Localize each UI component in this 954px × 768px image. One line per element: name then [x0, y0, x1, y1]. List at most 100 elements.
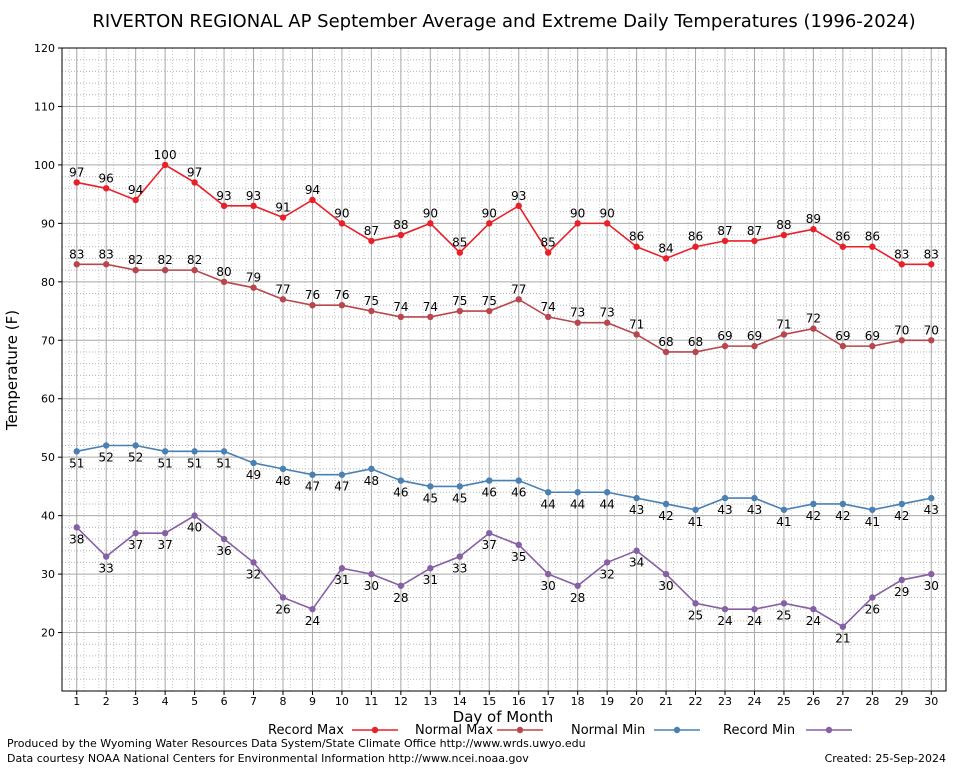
y-tick-label: 90	[41, 217, 55, 230]
data-label: 69	[835, 329, 850, 343]
legend: Record Max Normal Max Normal Min Record Min	[268, 723, 852, 738]
data-point	[73, 524, 80, 531]
data-label: 86	[835, 230, 850, 244]
data-label: 42	[894, 509, 909, 523]
data-label: 24	[717, 614, 732, 628]
data-label: 93	[216, 189, 231, 203]
data-label: 41	[776, 515, 791, 529]
footer-produced-by: Produced by the Wyoming Water Resources …	[7, 737, 586, 750]
data-label: 73	[570, 306, 585, 320]
data-label: 96	[99, 171, 114, 185]
data-label: 35	[511, 550, 526, 564]
data-point	[191, 512, 198, 519]
data-label: 25	[776, 608, 791, 622]
series-line	[76, 163, 932, 266]
data-label: 38	[69, 532, 84, 546]
data-label: 42	[806, 509, 821, 523]
data-label: 32	[246, 567, 261, 581]
x-tick-label: 2	[103, 695, 110, 708]
x-tick-label: 8	[280, 695, 287, 708]
data-point	[692, 506, 699, 513]
data-point	[486, 307, 493, 315]
data-point	[220, 448, 228, 455]
data-label: 40	[187, 521, 202, 535]
data-point	[515, 477, 522, 484]
data-point	[73, 261, 80, 268]
y-tick-label: 110	[34, 100, 55, 113]
data-point	[869, 506, 876, 513]
data-point	[574, 220, 581, 227]
data-point	[486, 220, 493, 227]
x-tick-label: 30	[924, 695, 938, 708]
data-label: 30	[541, 579, 556, 593]
data-point	[427, 483, 434, 490]
data-label: 37	[482, 538, 497, 552]
data-label: 90	[482, 206, 497, 220]
x-tick-label: 19	[600, 695, 614, 708]
data-point	[721, 605, 729, 613]
data-point	[869, 342, 876, 350]
data-point	[486, 477, 493, 484]
data-point	[250, 559, 257, 566]
data-point	[603, 220, 611, 227]
data-point	[338, 220, 346, 227]
data-point	[603, 559, 611, 566]
x-tick-label: 4	[162, 695, 169, 708]
data-label: 32	[599, 567, 614, 581]
data-point	[603, 489, 611, 496]
legend-label: Normal Max	[415, 723, 493, 738]
data-label: 83	[69, 247, 84, 261]
data-label: 77	[511, 282, 526, 296]
data-point	[279, 465, 287, 473]
data-label: 94	[305, 183, 320, 197]
legend-marker	[673, 726, 681, 734]
data-label: 46	[482, 486, 497, 500]
data-point	[898, 576, 905, 584]
data-point	[309, 605, 316, 613]
data-point	[810, 500, 817, 508]
x-tick-label: 12	[394, 695, 408, 708]
data-point	[780, 231, 788, 239]
data-point	[545, 313, 552, 321]
data-point	[515, 296, 522, 303]
footer-data-courtesy: Data courtesy NOAA National Centers for …	[7, 752, 529, 765]
y-tick-label: 50	[41, 451, 55, 464]
data-label: 82	[128, 253, 143, 267]
data-label: 93	[511, 189, 526, 203]
data-point	[250, 284, 257, 291]
data-label: 29	[894, 585, 909, 599]
data-label: 89	[806, 212, 821, 226]
data-point	[780, 506, 788, 513]
data-label: 85	[452, 236, 467, 250]
data-point	[73, 179, 80, 186]
data-point	[309, 471, 316, 478]
data-point	[191, 266, 198, 274]
data-point	[103, 185, 110, 192]
data-label: 49	[246, 468, 261, 482]
data-label: 28	[570, 591, 585, 605]
data-point	[456, 249, 463, 256]
data-point	[662, 348, 670, 356]
data-label: 69	[717, 329, 732, 343]
data-point	[751, 237, 758, 245]
data-point	[721, 494, 729, 502]
data-label: 37	[157, 538, 172, 552]
legend-marker	[825, 726, 833, 734]
data-label: 25	[688, 608, 703, 622]
data-label: 45	[452, 491, 467, 505]
data-label: 74	[423, 300, 438, 314]
data-point	[515, 202, 522, 210]
data-point	[839, 342, 847, 350]
series-record-max: 97 96 94 100 97 93 93 91 94 90 87 88 90 85 90 93 85 90 90 8…	[69, 148, 939, 268]
data-point	[898, 261, 905, 268]
data-label: 68	[658, 335, 673, 349]
data-point	[662, 500, 670, 508]
data-label: 94	[128, 183, 143, 197]
data-point	[928, 337, 935, 344]
x-tick-label: 16	[512, 695, 526, 708]
data-label: 42	[835, 509, 850, 523]
data-label: 43	[717, 503, 732, 517]
x-tick-label: 6	[221, 695, 228, 708]
x-tick-label: 27	[836, 695, 850, 708]
data-point	[810, 325, 817, 332]
